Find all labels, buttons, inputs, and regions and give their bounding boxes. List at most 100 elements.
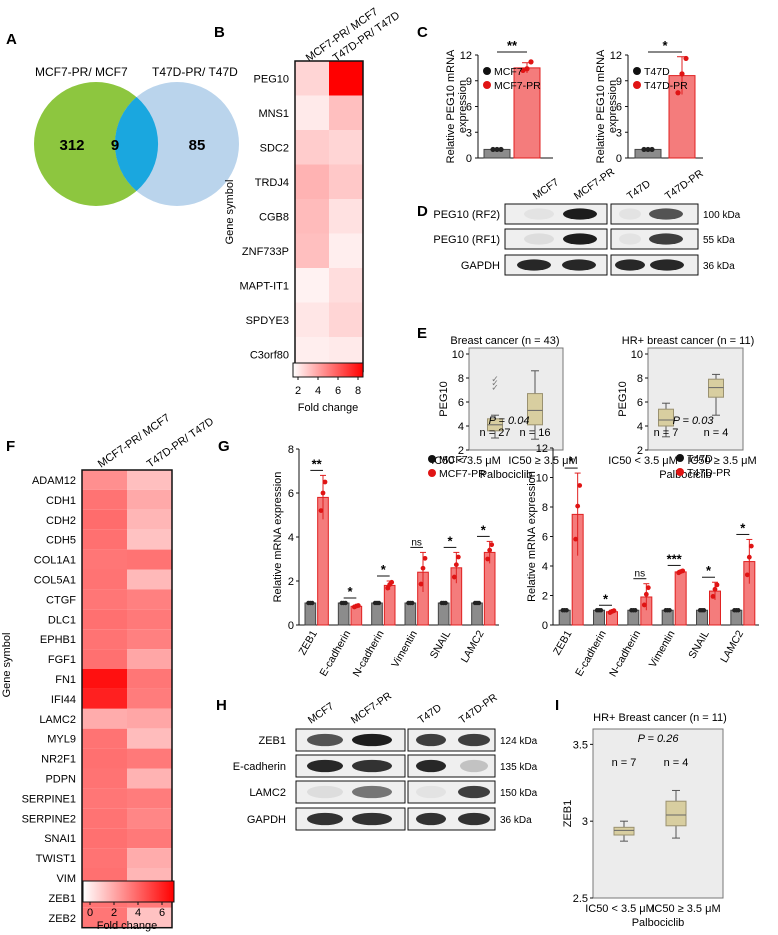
box-e-left-pvalue: P = 0.04 (489, 415, 530, 427)
blot-d-lane-1: MCF7 (531, 176, 561, 202)
blot-band (649, 233, 683, 245)
heatmap-row-label: COL1A1 (34, 555, 76, 567)
chart-i: 2.5 3 3.5 ZEB1 n = 7 IC50 < 3.5 μM n = 4 IC50 ≥… (562, 728, 724, 929)
data-point (679, 71, 685, 77)
heatmap-cell (127, 708, 172, 729)
x-tick-label: IC50 ≥ 3.5 μM (508, 455, 577, 467)
data-point (575, 503, 581, 509)
x-tick-label: Vimentin (647, 628, 678, 669)
heatmap-row-label: SNAI1 (44, 833, 76, 845)
legend-label: MCF7 (494, 66, 523, 78)
legend-label: MCF7-PR (494, 80, 541, 92)
box (527, 393, 543, 426)
panel-letter-g: G (218, 438, 230, 455)
box-e-right-pvalue: P = 0.03 (673, 415, 715, 427)
heatmap-row-label: SERPINE1 (22, 793, 76, 805)
heatmap-row-label: C3orf80 (250, 349, 289, 361)
significance-mark: ns (635, 569, 646, 580)
heatmap-cell (295, 302, 329, 337)
significance-mark: * (347, 584, 353, 599)
data-point (489, 542, 495, 548)
heatmap-cell (127, 669, 172, 689)
legend-label: T47D-PR (687, 467, 731, 479)
legend-marker (633, 81, 641, 89)
heatmap-cell (127, 748, 172, 769)
legend-marker (483, 67, 491, 75)
data-point (453, 562, 459, 568)
heatmap-cell (329, 95, 363, 130)
data-point (376, 600, 382, 606)
y-tick-label: 4 (542, 561, 548, 573)
legend-marker (633, 67, 641, 75)
data-point (490, 146, 496, 153)
box-i-pvalue: P = 0.26 (638, 733, 680, 745)
heatmap-cell (82, 808, 127, 829)
data-point (524, 66, 530, 72)
x-tick-label: IC50 < 3.5 μM (585, 903, 655, 915)
blot-band (615, 259, 645, 271)
heatmap-row-label: FGF1 (48, 654, 76, 666)
legend-marker (428, 455, 436, 463)
heatmap-cell (82, 907, 127, 928)
blot-size-label: 36 kDa (500, 815, 532, 826)
y-tick-label: 2 (458, 445, 464, 457)
y-tick-label: 10 (536, 473, 548, 485)
significance-mark: * (662, 38, 668, 53)
heatmap-row-label: CGB8 (259, 211, 289, 223)
heatmap-cell (329, 268, 363, 303)
colorbar-tick-label: 4 (135, 907, 141, 919)
significance-mark: * (481, 522, 487, 537)
legend-marker (483, 81, 491, 89)
blot-band (307, 733, 343, 747)
panel-h: H MCF7 MCF7-PR T47D T47D-PR ZEB1 124 kDa E… (216, 690, 538, 831)
data-point (410, 600, 415, 606)
heatmap-f-colorbar-ticks: 0 2 4 6 (87, 902, 165, 919)
heatmap-cell (82, 768, 127, 789)
colorbar-tick-label: 8 (355, 385, 361, 397)
blot-row-label: GAPDH (461, 260, 500, 272)
x-tick-label: ZEB1 (551, 628, 575, 657)
bar-control (593, 609, 605, 626)
x-tick-label: N-cadherin (607, 628, 643, 679)
data-point (322, 479, 328, 485)
heatmap-row-label: TRDJ4 (255, 177, 289, 189)
y-tick-label: 0 (466, 153, 472, 165)
heatmap-b-colorbar (292, 362, 364, 378)
heatmap-frame (81, 469, 173, 929)
bar-control (304, 602, 317, 626)
blot-band (458, 733, 490, 747)
y-tick-label: 10 (631, 349, 643, 361)
blot-band (563, 208, 597, 220)
heatmap-cell (127, 609, 172, 630)
heatmap-row-label: SPDYE3 (246, 315, 289, 327)
heatmap-row-label: PDPN (45, 773, 76, 785)
significance-mark: * (569, 454, 575, 469)
y-tick-label: 3 (466, 127, 472, 139)
heatmap-row-label: ZEB1 (48, 893, 76, 905)
panel-letter-f: F (6, 438, 15, 455)
significance-mark: ns (411, 537, 422, 548)
colorbar-tick-label: 6 (335, 385, 341, 397)
y-tick-label: 8 (458, 373, 464, 385)
data-point (680, 568, 686, 574)
heatmap-row-label: CDH2 (46, 515, 76, 527)
heatmap-cell (329, 61, 363, 96)
heatmap-cell (82, 708, 127, 729)
blot-size-label: 150 kDa (500, 788, 538, 799)
heatmap-cell (82, 629, 127, 650)
y-tick-label: 8 (542, 502, 548, 514)
significance-mark: * (447, 533, 453, 548)
heatmap-cell (127, 788, 172, 809)
blot-band (416, 733, 446, 747)
data-point (633, 608, 638, 613)
y-tick-label: 6 (466, 102, 472, 114)
blot-band (458, 785, 490, 799)
group-count: n = 4 (704, 427, 729, 439)
data-point (564, 608, 569, 613)
venn-label-left: MCF7-PR/ MCF7 (35, 65, 128, 79)
y-tick-label: 3 (582, 816, 588, 828)
data-point (710, 593, 716, 599)
y-axis-label: expression (457, 80, 469, 133)
data-point (310, 600, 315, 606)
y-tick-label: 12 (460, 50, 472, 62)
